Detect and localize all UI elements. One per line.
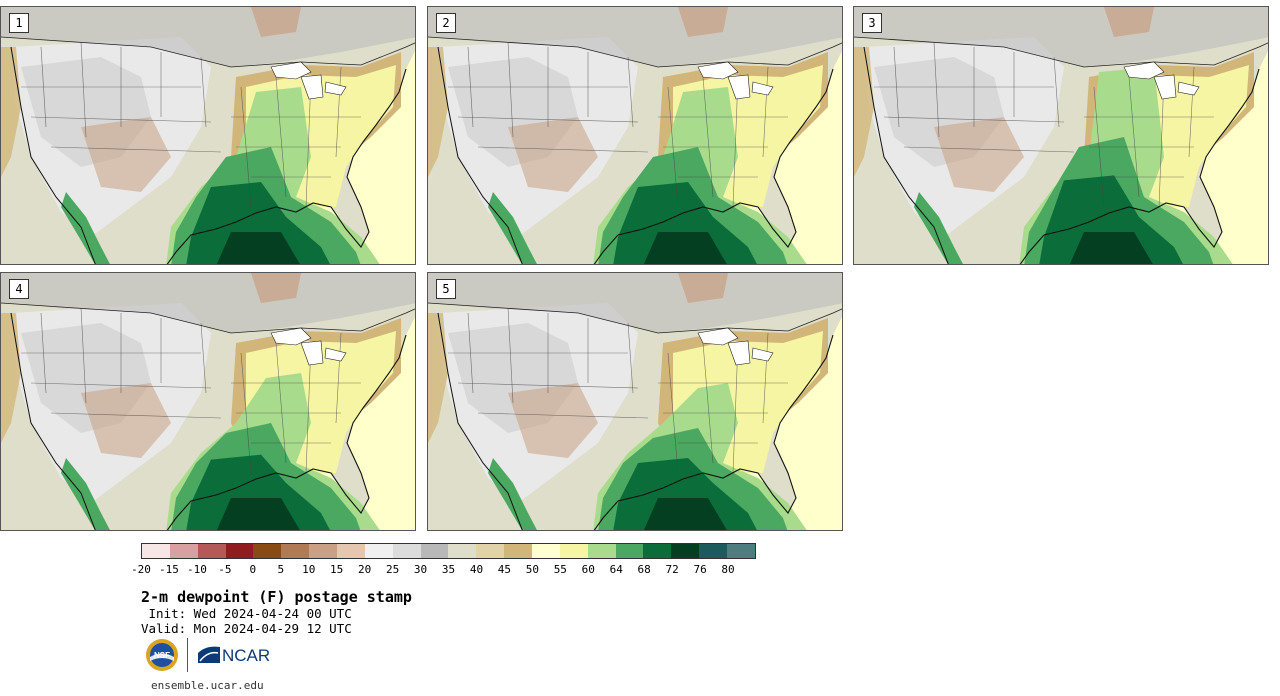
map-panel-1: 1 bbox=[0, 6, 416, 265]
dewpoint-map-1 bbox=[1, 7, 415, 264]
colorbar-swatch bbox=[142, 544, 170, 558]
colorbar-tick-label: 20 bbox=[358, 563, 372, 576]
map-panel-5: 5 bbox=[427, 272, 843, 531]
map-panel-3: 3 bbox=[853, 6, 1269, 265]
colorbar-swatch bbox=[309, 544, 338, 558]
nsf-logo-icon: NSF bbox=[146, 639, 178, 671]
colorbar-tick-label: 64 bbox=[609, 563, 623, 576]
colorbar-swatch bbox=[671, 544, 700, 558]
valid-time: Valid: Mon 2024-04-29 12 UTC bbox=[141, 621, 352, 636]
colorbar-swatch bbox=[420, 544, 449, 558]
dewpoint-map-3 bbox=[854, 7, 1268, 264]
panel-number: 1 bbox=[9, 13, 29, 33]
colorbar-swatch bbox=[643, 544, 672, 558]
colorbar-swatch bbox=[225, 544, 254, 558]
colorbar-swatch bbox=[532, 544, 560, 558]
website-url: ensemble.ucar.edu bbox=[151, 679, 264, 692]
panel-number: 3 bbox=[862, 13, 882, 33]
colorbar bbox=[141, 543, 756, 559]
colorbar-swatch bbox=[169, 544, 198, 558]
colorbar-tick-label: -15 bbox=[159, 563, 179, 576]
colorbar-tick-label: 60 bbox=[581, 563, 595, 576]
colorbar-tick-label: 30 bbox=[413, 563, 428, 576]
map-panel-2: 2 bbox=[427, 6, 843, 265]
colorbar-tick-label: 72 bbox=[665, 563, 679, 576]
colorbar-tick-label: 45 bbox=[497, 563, 512, 576]
colorbar-tick-label: 15 bbox=[330, 563, 344, 576]
colorbar-tick-label: 35 bbox=[441, 563, 456, 576]
colorbar-swatch bbox=[281, 544, 310, 558]
colorbar-swatch bbox=[392, 544, 421, 558]
colorbar-tick-label: 80 bbox=[721, 563, 735, 576]
colorbar-swatch bbox=[448, 544, 477, 558]
init-time: Init: Wed 2024-04-24 00 UTC bbox=[141, 606, 352, 621]
colorbar-tick-label: 0 bbox=[249, 563, 257, 576]
map-panel-4: 4 bbox=[0, 272, 416, 531]
colorbar-tick-label: 5 bbox=[277, 563, 285, 576]
colorbar-swatch bbox=[727, 544, 755, 558]
panel-number: 5 bbox=[436, 279, 456, 299]
colorbar-swatch bbox=[615, 544, 644, 558]
colorbar-tick-label: 10 bbox=[302, 563, 316, 576]
panel-number: 4 bbox=[9, 279, 29, 299]
colorbar-tick-label: 50 bbox=[525, 563, 539, 576]
colorbar-swatch bbox=[559, 544, 588, 558]
colorbar-ticks: -20 -15 -10 -5 0 5 10 15 20 25 30 35 40 45 50 55 60 64 68 7… bbox=[131, 563, 761, 577]
colorbar-swatch bbox=[253, 544, 282, 558]
colorbar-swatch bbox=[476, 544, 505, 558]
colorbar-swatch bbox=[337, 544, 365, 558]
colorbar-tick-label: 55 bbox=[553, 563, 567, 576]
colorbar-tick-label: 76 bbox=[693, 563, 707, 576]
ncar-logo-icon bbox=[198, 646, 220, 663]
colorbar-tick-label: -10 bbox=[186, 563, 207, 576]
colorbar-tick-label: 25 bbox=[385, 563, 400, 576]
dewpoint-map-4 bbox=[1, 273, 415, 530]
logo-divider bbox=[187, 638, 188, 672]
colorbar-tick-label: -5 bbox=[218, 563, 232, 576]
chart-title: 2-m dewpoint (F) postage stamp bbox=[141, 588, 412, 606]
colorbar-swatch bbox=[504, 544, 533, 558]
panel-number: 2 bbox=[436, 13, 456, 33]
colorbar-swatch bbox=[197, 544, 226, 558]
colorbar-swatch bbox=[364, 544, 393, 558]
ncar-logo-text: NCAR bbox=[222, 646, 271, 665]
colorbar-tick-label: 40 bbox=[469, 563, 484, 576]
dewpoint-map-5 bbox=[428, 273, 842, 530]
dewpoint-map-2 bbox=[428, 7, 842, 264]
colorbar-tick-label: 68 bbox=[637, 563, 651, 576]
colorbar-tick-label: -20 bbox=[131, 563, 151, 576]
colorbar-swatch bbox=[587, 544, 616, 558]
nsf-logo-text: NSF bbox=[154, 651, 170, 660]
colorbar-swatch bbox=[699, 544, 728, 558]
